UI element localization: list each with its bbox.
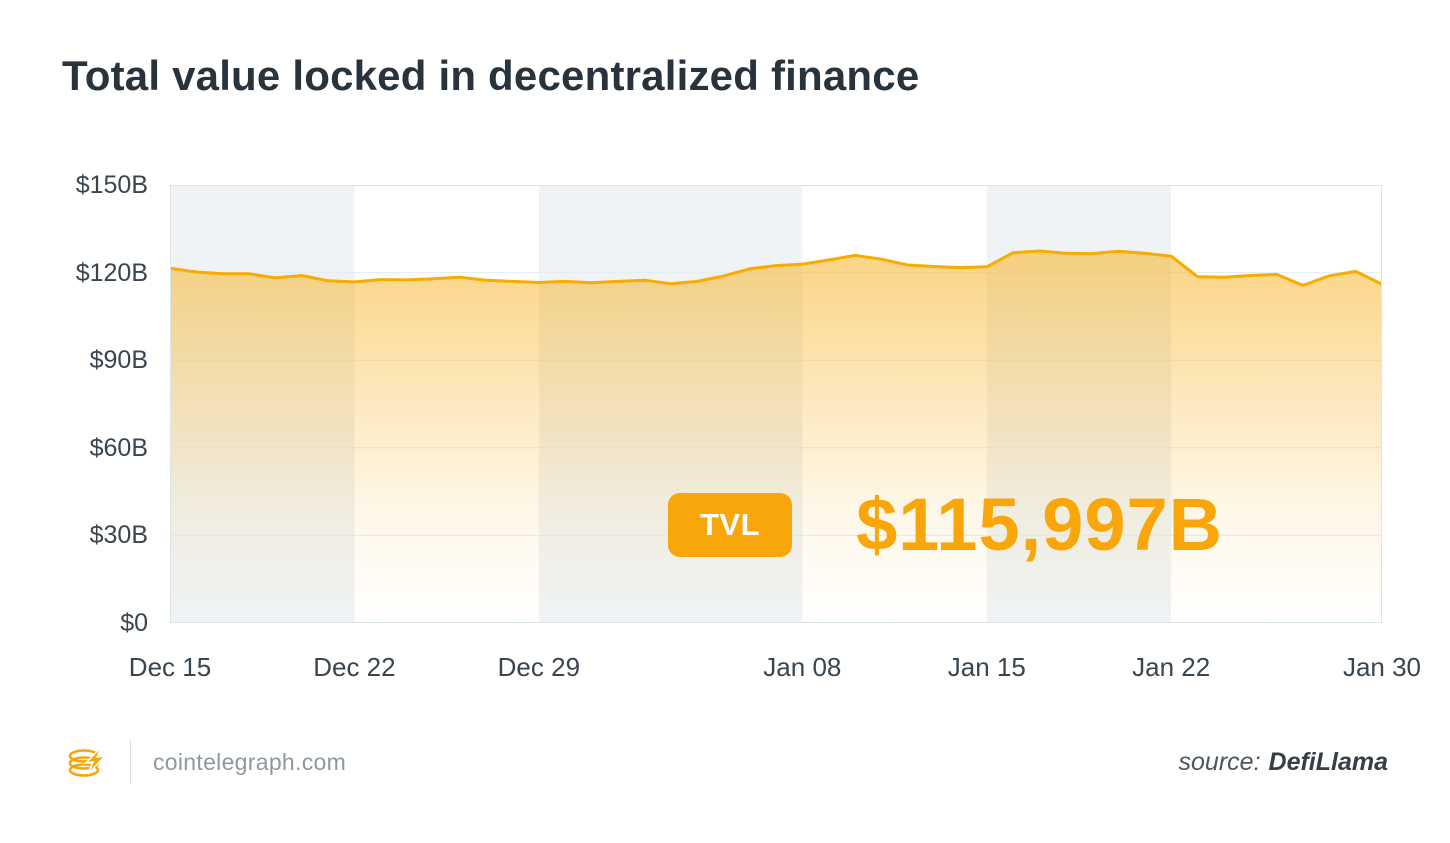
tvl-area — [170, 251, 1382, 623]
cointelegraph-logo-icon — [68, 745, 108, 777]
footer-divider — [130, 740, 131, 784]
tvl-area-chart — [168, 184, 1384, 624]
y-axis: $150B $120B $90B $60B $30B $0 — [0, 171, 148, 637]
y-axis-label: $150B — [75, 171, 148, 199]
source-prefix: source: — [1178, 747, 1261, 776]
y-axis-label: $30B — [89, 521, 148, 550]
chart-canvas — [168, 184, 1384, 624]
footer: cointelegraph.com source: DefiLlama — [62, 732, 1388, 792]
x-axis-label: Dec 29 — [497, 652, 581, 682]
tvl-line — [168, 249, 1384, 287]
y-axis-label: $90B — [89, 346, 148, 375]
x-axis: Dec 15 Dec 22 Dec 29 Jan 08 Jan 15 Jan 22 Jan … — [129, 652, 1421, 686]
footer-source: source: DefiLlama — [1179, 748, 1388, 777]
y-axis-label: $60B — [89, 433, 148, 462]
chart-title: Total value locked in decentralized fina… — [62, 52, 920, 99]
x-axis-label: Jan 15 — [947, 652, 1026, 682]
x-axis-label: Jan 30 — [1342, 652, 1422, 682]
footer-site-text: cointelegraph.com — [153, 748, 347, 775]
x-axis-label: Dec 22 — [313, 652, 396, 682]
x-axis-label: Jan 08 — [763, 652, 842, 682]
y-axis-label: $0 — [120, 609, 148, 637]
x-axis-label: Jan 22 — [1132, 652, 1211, 682]
source-name: DefiLlama — [1268, 747, 1388, 776]
tvl-current-value: $115,997B — [856, 483, 1224, 566]
tvl-badge: TVL — [668, 492, 793, 557]
y-axis-label: $120B — [75, 258, 148, 287]
tvl-overlay: TVL $115,997B — [668, 482, 1223, 567]
plot-border — [170, 185, 1382, 623]
x-axis-label: Dec 15 — [128, 652, 212, 682]
